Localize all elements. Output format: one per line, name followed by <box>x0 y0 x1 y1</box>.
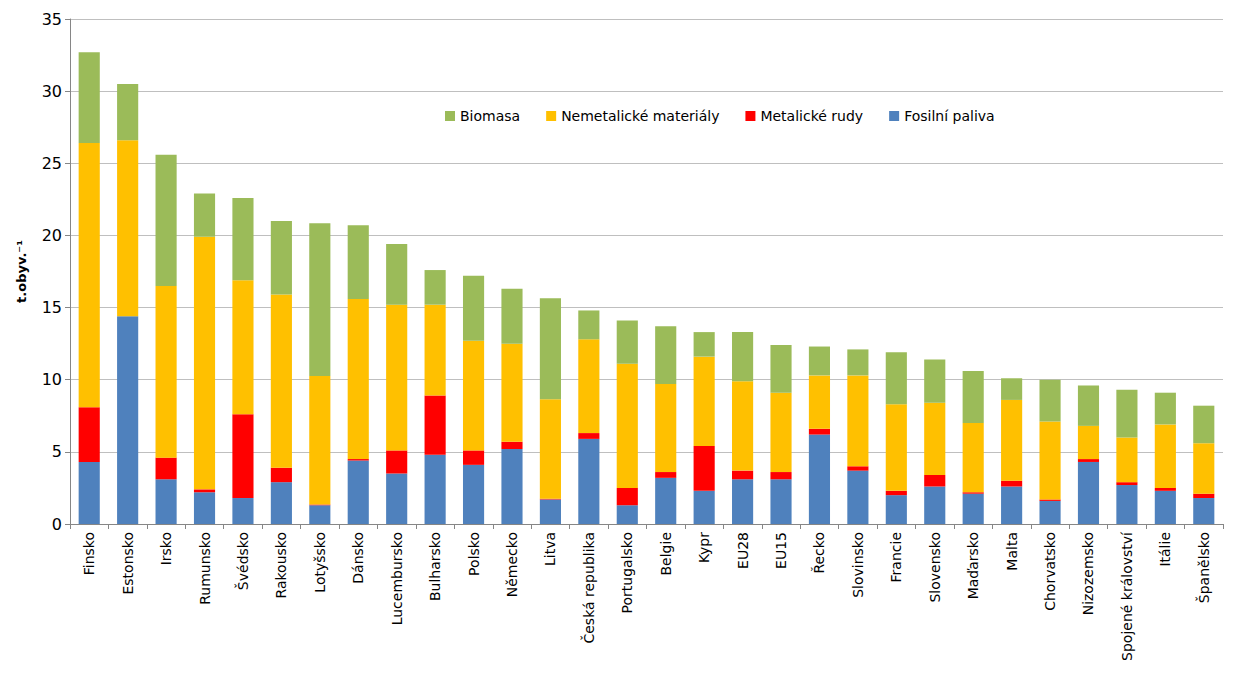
svg-text:Chorvatsko: Chorvatsko <box>1042 532 1058 611</box>
svg-text:Slovinsko: Slovinsko <box>850 532 866 598</box>
svg-text:25: 25 <box>42 154 62 173</box>
svg-text:Litva: Litva <box>542 532 558 566</box>
svg-text:Španělsko: Španělsko <box>1195 532 1212 603</box>
svg-text:Řecko: Řecko <box>811 532 827 574</box>
svg-text:10: 10 <box>42 370 62 389</box>
svg-text:Kypr: Kypr <box>696 532 712 563</box>
svg-text:Česká republika: Česká republika <box>580 532 597 644</box>
svg-text:Itálie: Itálie <box>1157 532 1173 567</box>
svg-text:Fosilní paliva: Fosilní paliva <box>904 108 995 124</box>
svg-text:t.obyv.⁻¹: t.obyv.⁻¹ <box>14 240 29 303</box>
svg-text:Nemetalické materiály: Nemetalické materiály <box>561 108 719 124</box>
svg-text:Nizozemsko: Nizozemsko <box>1080 532 1096 615</box>
svg-text:Polsko: Polsko <box>466 532 482 576</box>
svg-text:Irsko: Irsko <box>158 532 174 565</box>
svg-text:20: 20 <box>42 226 62 245</box>
svg-text:35: 35 <box>42 10 62 29</box>
svg-text:Německo: Německo <box>504 532 520 597</box>
svg-text:Biomasa: Biomasa <box>460 108 520 124</box>
svg-text:15: 15 <box>42 298 62 317</box>
svg-text:Belgie: Belgie <box>658 532 674 576</box>
svg-text:EU15: EU15 <box>773 532 789 569</box>
svg-text:Rumunsko: Rumunsko <box>197 532 213 605</box>
svg-text:Metalické rudy: Metalické rudy <box>760 108 863 124</box>
svg-text:Finsko: Finsko <box>81 532 97 575</box>
svg-text:Švédsko: Švédsko <box>234 532 251 590</box>
svg-text:Slovensko: Slovensko <box>927 532 943 603</box>
svg-text:Malta: Malta <box>1004 532 1020 571</box>
svg-text:Maďarsko: Maďarsko <box>965 532 981 599</box>
svg-text:0: 0 <box>52 515 62 534</box>
svg-text:Estonsko: Estonsko <box>120 532 136 595</box>
svg-text:EU28: EU28 <box>735 532 751 569</box>
svg-text:Portugalsko: Portugalsko <box>619 532 635 613</box>
svg-text:Lotyšsko: Lotyšsko <box>312 532 328 593</box>
svg-text:30: 30 <box>42 82 62 101</box>
svg-text:Bulharsko: Bulharsko <box>427 532 443 601</box>
svg-text:Francie: Francie <box>888 532 904 582</box>
svg-text:Rakousko: Rakousko <box>273 532 289 599</box>
svg-text:Lucembursko: Lucembursko <box>389 532 405 625</box>
svg-text:Dánsko: Dánsko <box>350 532 366 584</box>
svg-text:5: 5 <box>52 442 62 461</box>
svg-text:Spojené království: Spojené království <box>1119 531 1135 661</box>
